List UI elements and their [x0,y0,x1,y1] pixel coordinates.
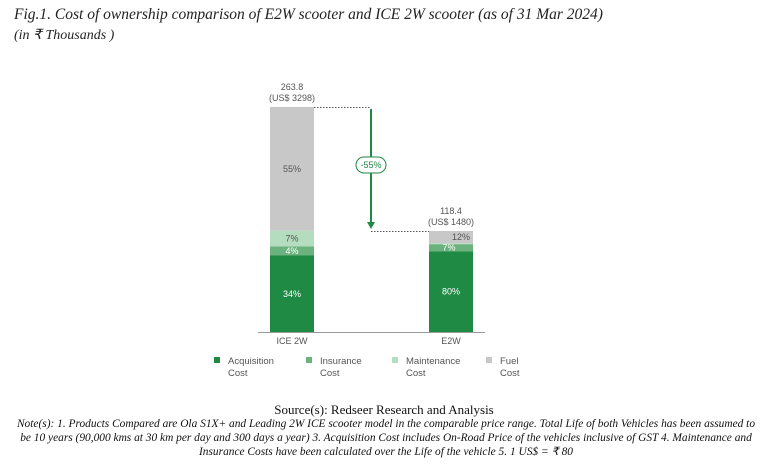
legend-label-fuel-line2: Cost [500,368,520,379]
unit-label: (in ₹ Thousands ) [14,28,115,43]
bar-segment-e2w-maintenance [429,243,473,245]
category-label-e2w: E2W [441,336,461,346]
reduction-badge-label: -55% [360,160,381,170]
category-label-ice-2w: ICE 2W [276,336,308,346]
reduction-badge [355,156,387,174]
data-label-ice-2w-maintenance: 7% [285,234,298,244]
legend-swatch-maintenance [392,357,398,363]
data-label-e2w-fuel: 12% [452,232,470,242]
bar-segment-e2w-fuel [429,231,473,244]
bar-segment-ice-2w-fuel [270,107,314,231]
data-label-e2w-insurance: 7% [442,243,455,253]
bar-segment-ice-2w-acquisition [270,255,314,332]
legend-swatch-insurance [306,357,312,363]
bar-segment-ice-2w-insurance [270,246,314,256]
data-label-e2w-acquisition: 80% [442,287,460,297]
legend-label-acquisition-line2: Cost [228,368,248,379]
legend-swatch-acquisition [214,357,220,363]
legend-label-insurance-line1: Insurance [320,356,362,367]
total-label-e2w: 118.4 [440,206,462,216]
legend-label-fuel-line1: Fuel [500,356,519,367]
data-label-ice-2w-fuel: 55% [283,164,301,174]
legend-label-acquisition: Acquisition Cost [228,356,288,380]
total-usd-label-e2w: (US$ 1480) [428,217,474,227]
reduction-arrow-head [367,222,375,230]
bar-segment-ice-2w-maintenance [270,230,314,247]
legend-label-insurance: Insurance Cost [320,356,380,380]
total-usd-label-ice-2w: (US$ 3298) [269,93,315,103]
bar-segment-e2w-insurance [429,244,473,252]
data-label-ice-2w-insurance: 4% [285,246,298,256]
legend-label-fuel: Fuel Cost [500,356,560,380]
legend-label-maintenance-line2: Cost [406,368,426,379]
source-text: Source(s): Redseer Research and Analysis [274,402,494,417]
legend-swatch-fuel [486,357,492,363]
legend-label-acquisition-line1: Acquisition [228,356,274,367]
total-label-ice-2w: 263.8 [281,82,304,92]
legend-label-insurance-line2: Cost [320,368,340,379]
figure-title: Fig.1. Cost of ownership comparison of E… [14,6,603,23]
bar-segment-e2w-acquisition [429,251,473,332]
note-text: Note(s): 1. Products Compared are Ola S1… [16,418,756,458]
legend-label-maintenance-line1: Maintenance [406,356,461,367]
legend-label-maintenance: Maintenance Cost [406,356,466,380]
stacked-bar-chart: 34%4%7%55%263.8(US$ 3298)ICE 2W80%7%12%1… [258,82,485,346]
data-label-ice-2w-acquisition: 34% [283,289,301,299]
